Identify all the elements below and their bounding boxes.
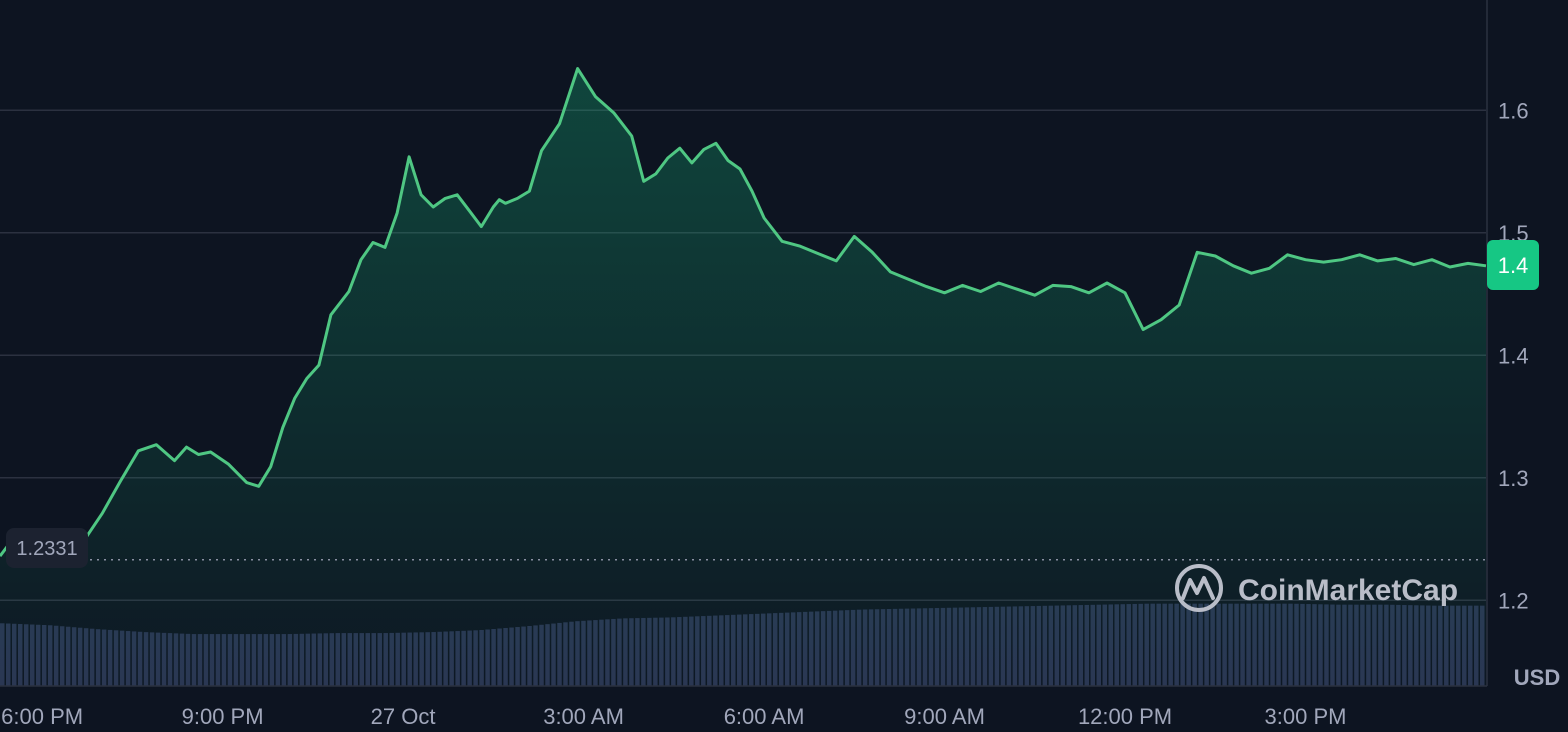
x-tick-label: 3:00 PM (1265, 704, 1347, 729)
x-tick-label: 27 Oct (371, 704, 436, 729)
x-axis: 6:00 PM 9:00 PM 27 Oct 3:00 AM 6:00 AM 9:00 A… (1, 704, 1346, 729)
y-tick-label: 1.6 (1498, 98, 1529, 123)
x-tick-label: 12:00 PM (1078, 704, 1172, 729)
y-tick-label: 1.4 (1498, 343, 1529, 368)
x-tick-label: 9:00 AM (904, 704, 985, 729)
price-area-fill (0, 68, 1486, 687)
current-price-badge: 1.4 (1487, 240, 1539, 290)
watermark-text: CoinMarketCap (1238, 574, 1458, 607)
coinmarketcap-logo: CoinMarketCap (1175, 564, 1458, 612)
open-price-label: 1.2331 (16, 538, 77, 560)
open-price-badge: 1.2331 (6, 528, 88, 568)
x-tick-label: 6:00 AM (724, 704, 805, 729)
currency-label: USD (1514, 665, 1560, 690)
y-tick-label: 1.2 (1498, 588, 1529, 613)
price-line (0, 67, 1487, 562)
price-area (0, 67, 1487, 687)
x-tick-label: 3:00 AM (543, 704, 624, 729)
current-price-label: 1.4 (1498, 253, 1529, 278)
y-tick-label: 1.3 (1498, 466, 1529, 491)
coinmarketcap-icon (1175, 564, 1223, 612)
x-tick-label: 9:00 PM (182, 704, 264, 729)
y-axis: 1.21.31.41.51.6 (0, 0, 1529, 687)
x-tick-label: 6:00 PM (1, 704, 83, 729)
